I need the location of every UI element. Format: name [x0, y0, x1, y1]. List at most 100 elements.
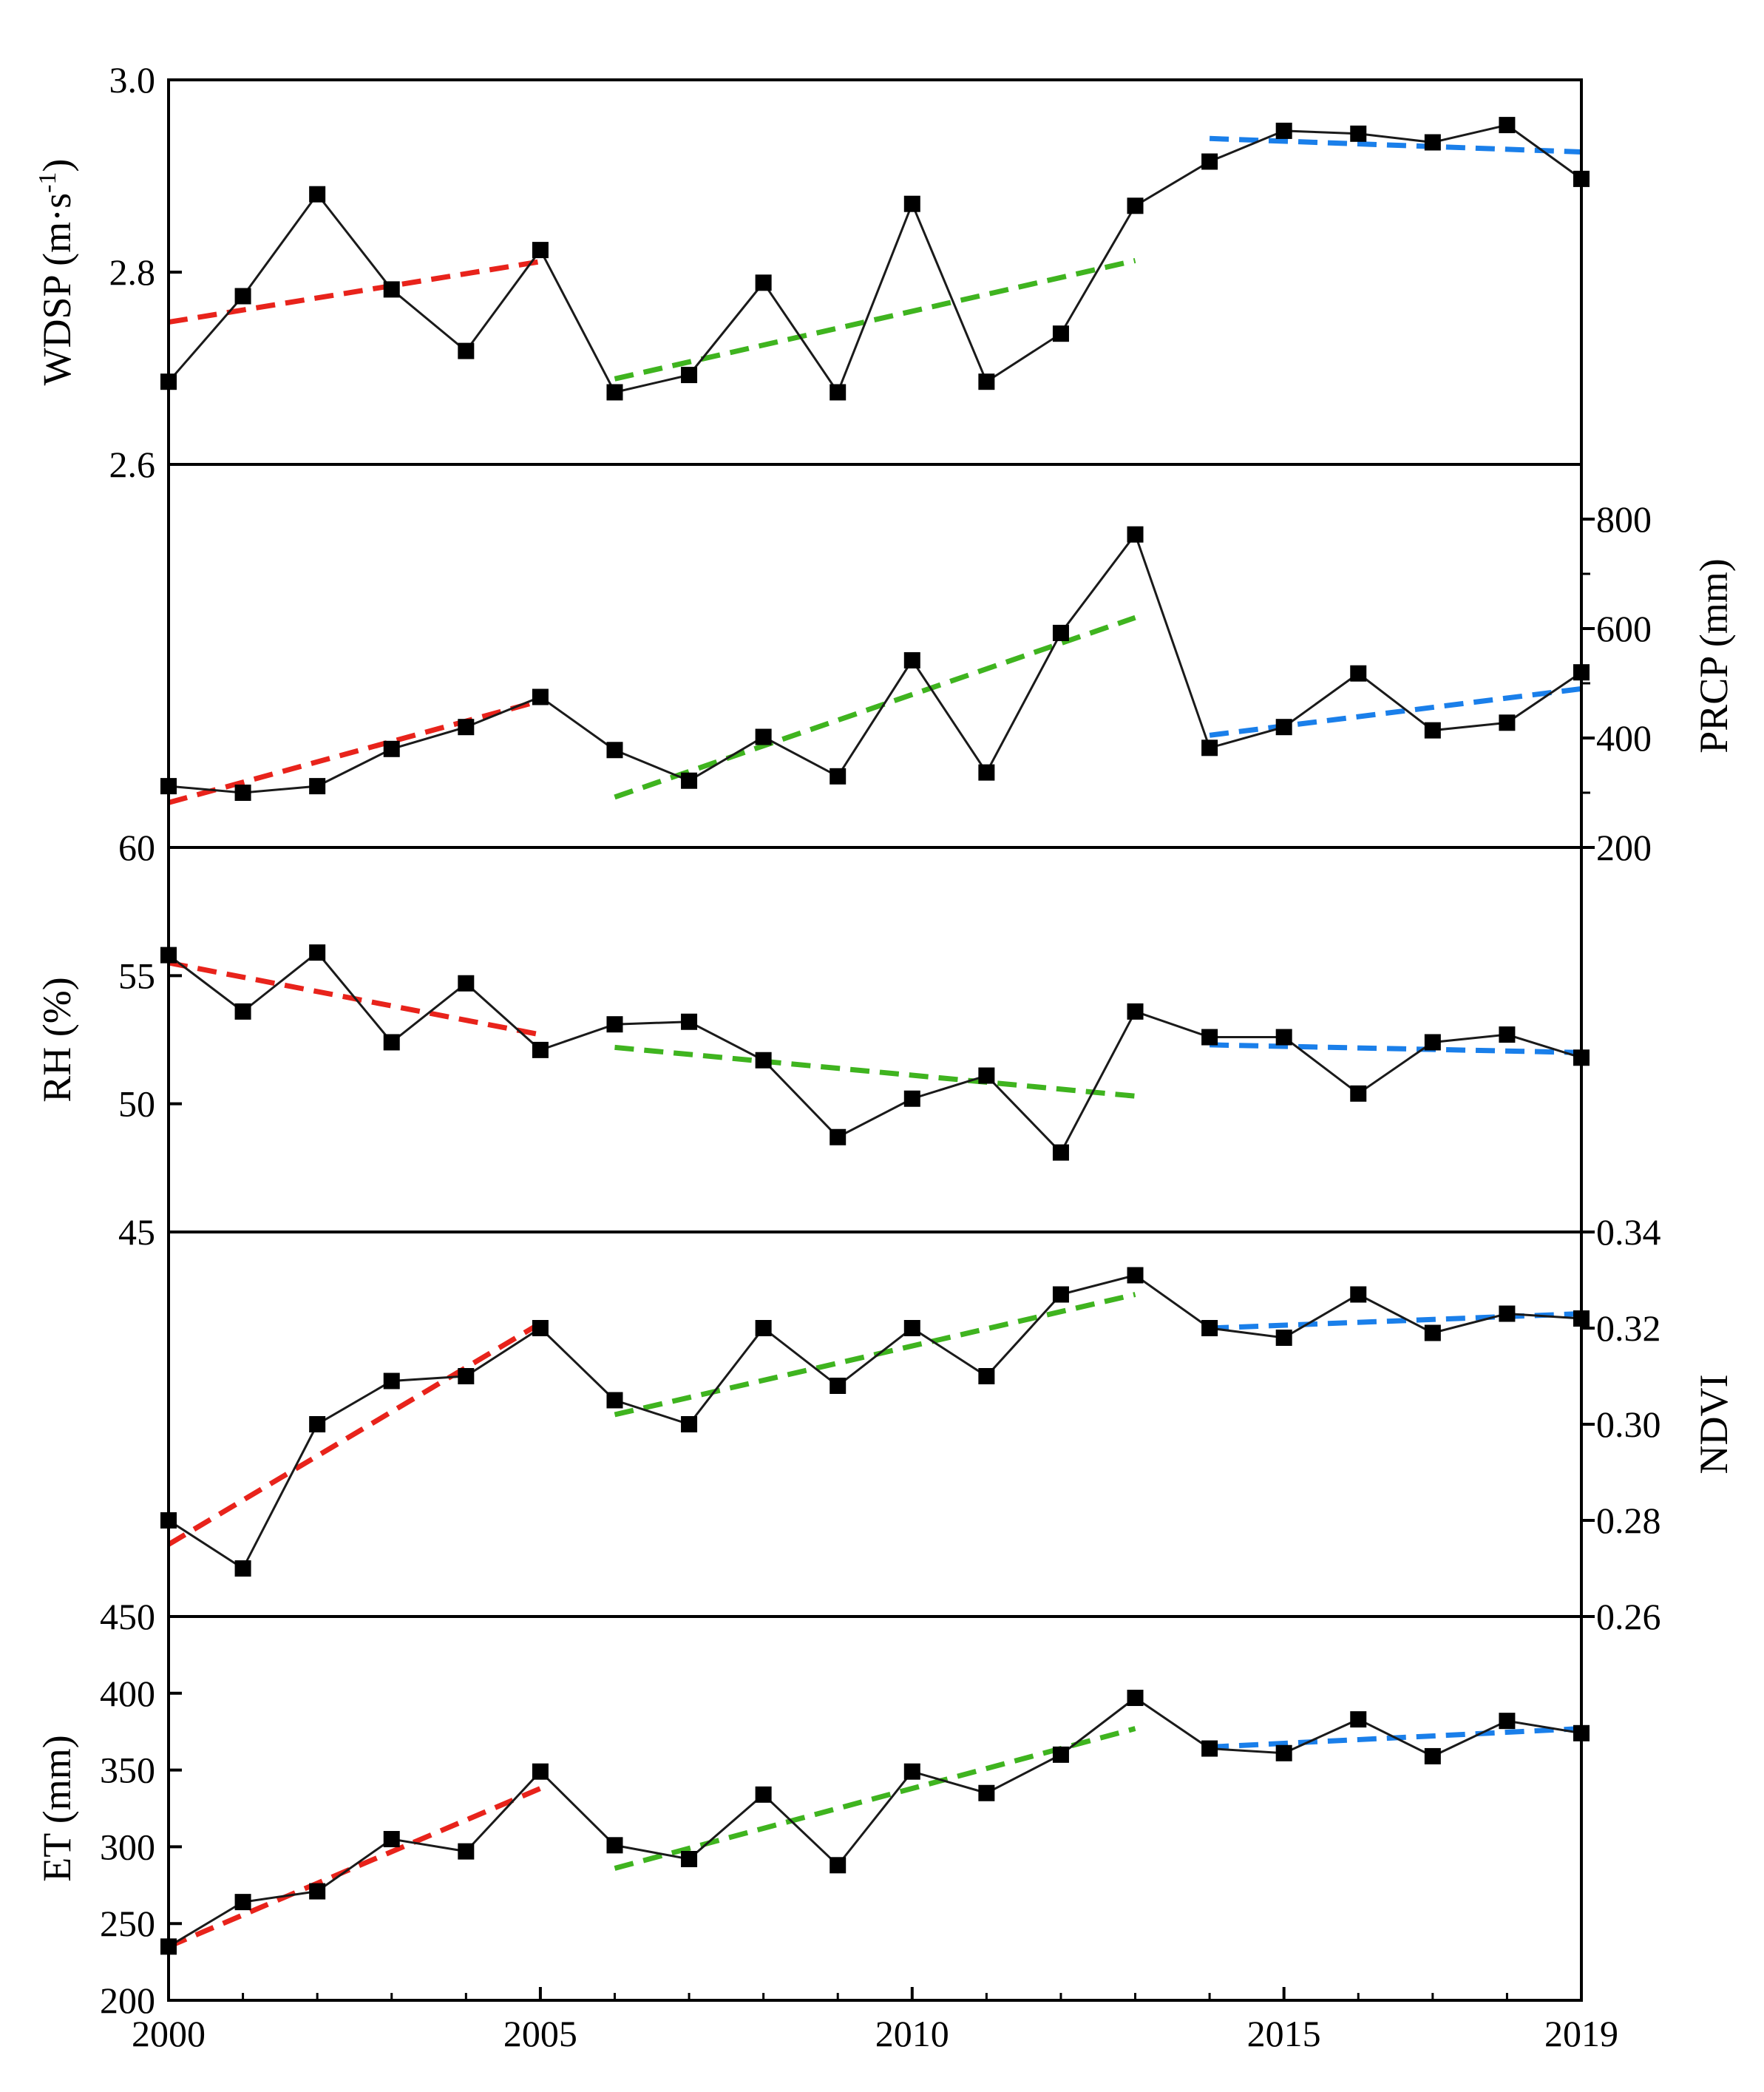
data-point: [309, 1416, 326, 1432]
data-point: [1201, 1029, 1218, 1046]
data-point: [458, 719, 475, 736]
data-point: [978, 1784, 995, 1801]
data-point: [1201, 1740, 1218, 1757]
series-line: [168, 1696, 1582, 1948]
y-tick-label: 2.6: [109, 444, 156, 485]
trend-2000-2005-line: [167, 1321, 542, 1547]
y-tick-label: 600: [1596, 608, 1652, 649]
data-point: [1499, 1713, 1516, 1730]
data-point: [903, 1090, 920, 1107]
y-tick-label: 60: [118, 827, 155, 868]
data-point: [755, 1320, 772, 1336]
y-tick-label: 0.28: [1596, 1500, 1661, 1541]
data-point: [532, 1320, 549, 1336]
y-axis-title: NDVI: [1692, 1375, 1736, 1475]
x-tick-label: 2019: [1544, 2013, 1618, 2054]
panel-et: 200 250 300 350 400 450 ET (mm): [35, 1596, 1590, 2021]
data-point: [1127, 1003, 1144, 1020]
series-line: [168, 951, 1582, 1155]
data-point: [830, 1378, 847, 1394]
data-point: [1127, 1267, 1144, 1284]
data-point: [830, 1128, 847, 1145]
y-tick-label: 55: [118, 955, 155, 996]
data-point: [1127, 526, 1144, 543]
x-tick-label: 2000: [132, 2013, 206, 2054]
data-point: [681, 1013, 698, 1030]
trend-2006-2013-line: [614, 1292, 1136, 1418]
y-tick-label: 3.0: [109, 59, 156, 101]
data-point: [681, 1851, 698, 1868]
plot-frame: [167, 78, 1583, 2002]
data-point: [1275, 122, 1292, 139]
data-point: [1350, 1085, 1367, 1102]
data-point: [1499, 117, 1516, 134]
data-point: [1127, 1690, 1144, 1707]
data-point: [234, 1560, 251, 1577]
data-point: [383, 740, 400, 757]
data-point: [1424, 1324, 1441, 1341]
data-point: [309, 944, 326, 961]
y-tick-label: 250: [100, 1903, 155, 1944]
data-point: [1424, 1747, 1441, 1764]
panel-prcp: 200 400 600 800 PRCP (mm): [160, 498, 1736, 868]
data-point: [1275, 1330, 1292, 1346]
data-point: [234, 1003, 251, 1020]
data-point: [1201, 153, 1218, 170]
data-point: [606, 384, 623, 401]
data-point: [978, 373, 995, 390]
y-axis-title: ET (mm): [35, 1735, 79, 1881]
data-point: [1052, 624, 1069, 641]
panel-wdsp: 2.6 2.8 3.0 WDSP (m·s-1): [34, 59, 1590, 485]
data-point: [755, 728, 772, 745]
y-tick-label: 2.8: [109, 251, 156, 293]
y-axis-title-superscript: -1: [34, 172, 61, 193]
data-point: [1275, 719, 1292, 736]
trend-2006-2013-line: [614, 257, 1136, 382]
trend-2014-2019-line: [1210, 1042, 1582, 1055]
data-point: [309, 186, 326, 203]
data-point: [903, 195, 920, 212]
data-point: [830, 384, 847, 401]
data-point: [606, 1837, 623, 1854]
trend-2006-2013-line: [614, 1044, 1136, 1099]
x-tick-label: 2005: [503, 2013, 577, 2054]
data-point: [1201, 739, 1218, 756]
panel-ndvi: 0.26 0.28 0.30 0.32 0.34 NDVI: [160, 1211, 1736, 1637]
trend-2006-2013-line: [614, 1726, 1136, 1871]
data-point: [458, 975, 475, 992]
data-point: [755, 274, 772, 291]
trend-2014-2019-line: [1209, 135, 1582, 155]
data-point: [1127, 197, 1144, 214]
y-tick-label: 450: [100, 1596, 155, 1637]
y-axis-title: RH (%): [35, 977, 79, 1102]
y-tick-label: 0.34: [1596, 1211, 1661, 1253]
y-tick-label: 350: [100, 1750, 155, 1791]
data-point: [1052, 325, 1069, 342]
series-line: [167, 123, 1582, 395]
data-point: [1499, 714, 1516, 731]
trend-2000-2005-line: [167, 1786, 542, 1949]
data-point: [978, 1368, 995, 1384]
y-tick-label: 200: [1596, 827, 1652, 868]
data-point: [1201, 1320, 1218, 1336]
data-point: [681, 1416, 698, 1432]
data-point: [606, 1016, 623, 1033]
data-point: [978, 1067, 995, 1084]
data-point: [830, 768, 847, 785]
data-point: [1052, 1746, 1069, 1763]
data-point: [903, 651, 920, 668]
y-tick-label: 45: [118, 1211, 155, 1253]
data-point: [1350, 1711, 1367, 1728]
data-point: [606, 742, 623, 759]
y-tick-label: 300: [100, 1826, 155, 1867]
data-point: [830, 1857, 847, 1874]
data-point: [532, 1041, 549, 1058]
data-point: [458, 342, 475, 359]
data-point: [1052, 1286, 1069, 1303]
data-point: [681, 367, 698, 384]
y-axis-title: PRCP (mm): [1692, 558, 1736, 754]
data-point: [1424, 722, 1441, 739]
trend-2000-2005-line: [168, 259, 541, 325]
data-point: [1424, 1034, 1441, 1051]
